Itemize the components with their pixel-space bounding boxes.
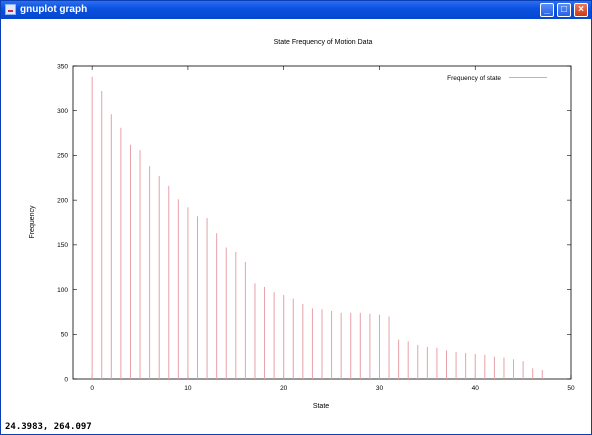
gnuplot-app-icon[interactable] xyxy=(5,4,16,15)
close-button[interactable]: × xyxy=(574,3,588,17)
y-tick-label: 250 xyxy=(57,153,68,160)
y-tick-label: 350 xyxy=(57,63,68,70)
x-axis-label: State xyxy=(313,403,329,410)
mouse-coordinates-readout: 24.3983, 264.097 xyxy=(5,422,92,432)
y-tick-label: 50 xyxy=(61,332,69,339)
x-tick-label: 0 xyxy=(90,385,94,392)
y-tick-label: 200 xyxy=(57,197,68,204)
title-bar[interactable]: gnuplot graph _ □ × xyxy=(1,1,591,19)
legend-label: Frequency of state xyxy=(447,75,501,82)
x-tick-label: 50 xyxy=(567,385,575,392)
x-tick-label: 30 xyxy=(376,385,384,392)
x-tick-label: 20 xyxy=(280,385,288,392)
plot-area[interactable]: State Frequency of Motion Data Frequency… xyxy=(1,19,591,417)
impulse-series xyxy=(91,76,543,379)
minimize-button[interactable]: _ xyxy=(540,3,554,17)
axis-ticks: 0 10 20 30 40 50 0 50 100 150 200 250 300 350 xyxy=(57,63,575,392)
chart-title: State Frequency of Motion Data xyxy=(274,39,373,46)
y-axis-label: Frequency xyxy=(29,205,36,239)
y-tick-label: 100 xyxy=(57,287,68,294)
maximize-button[interactable]: □ xyxy=(557,3,571,17)
legend: Frequency of state xyxy=(447,75,547,82)
window-title: gnuplot graph xyxy=(20,4,88,15)
y-tick-label: 150 xyxy=(57,242,68,249)
y-tick-label: 300 xyxy=(57,108,68,115)
y-tick-label: 0 xyxy=(64,376,68,383)
x-tick-label: 10 xyxy=(184,385,192,392)
x-tick-label: 40 xyxy=(472,385,480,392)
